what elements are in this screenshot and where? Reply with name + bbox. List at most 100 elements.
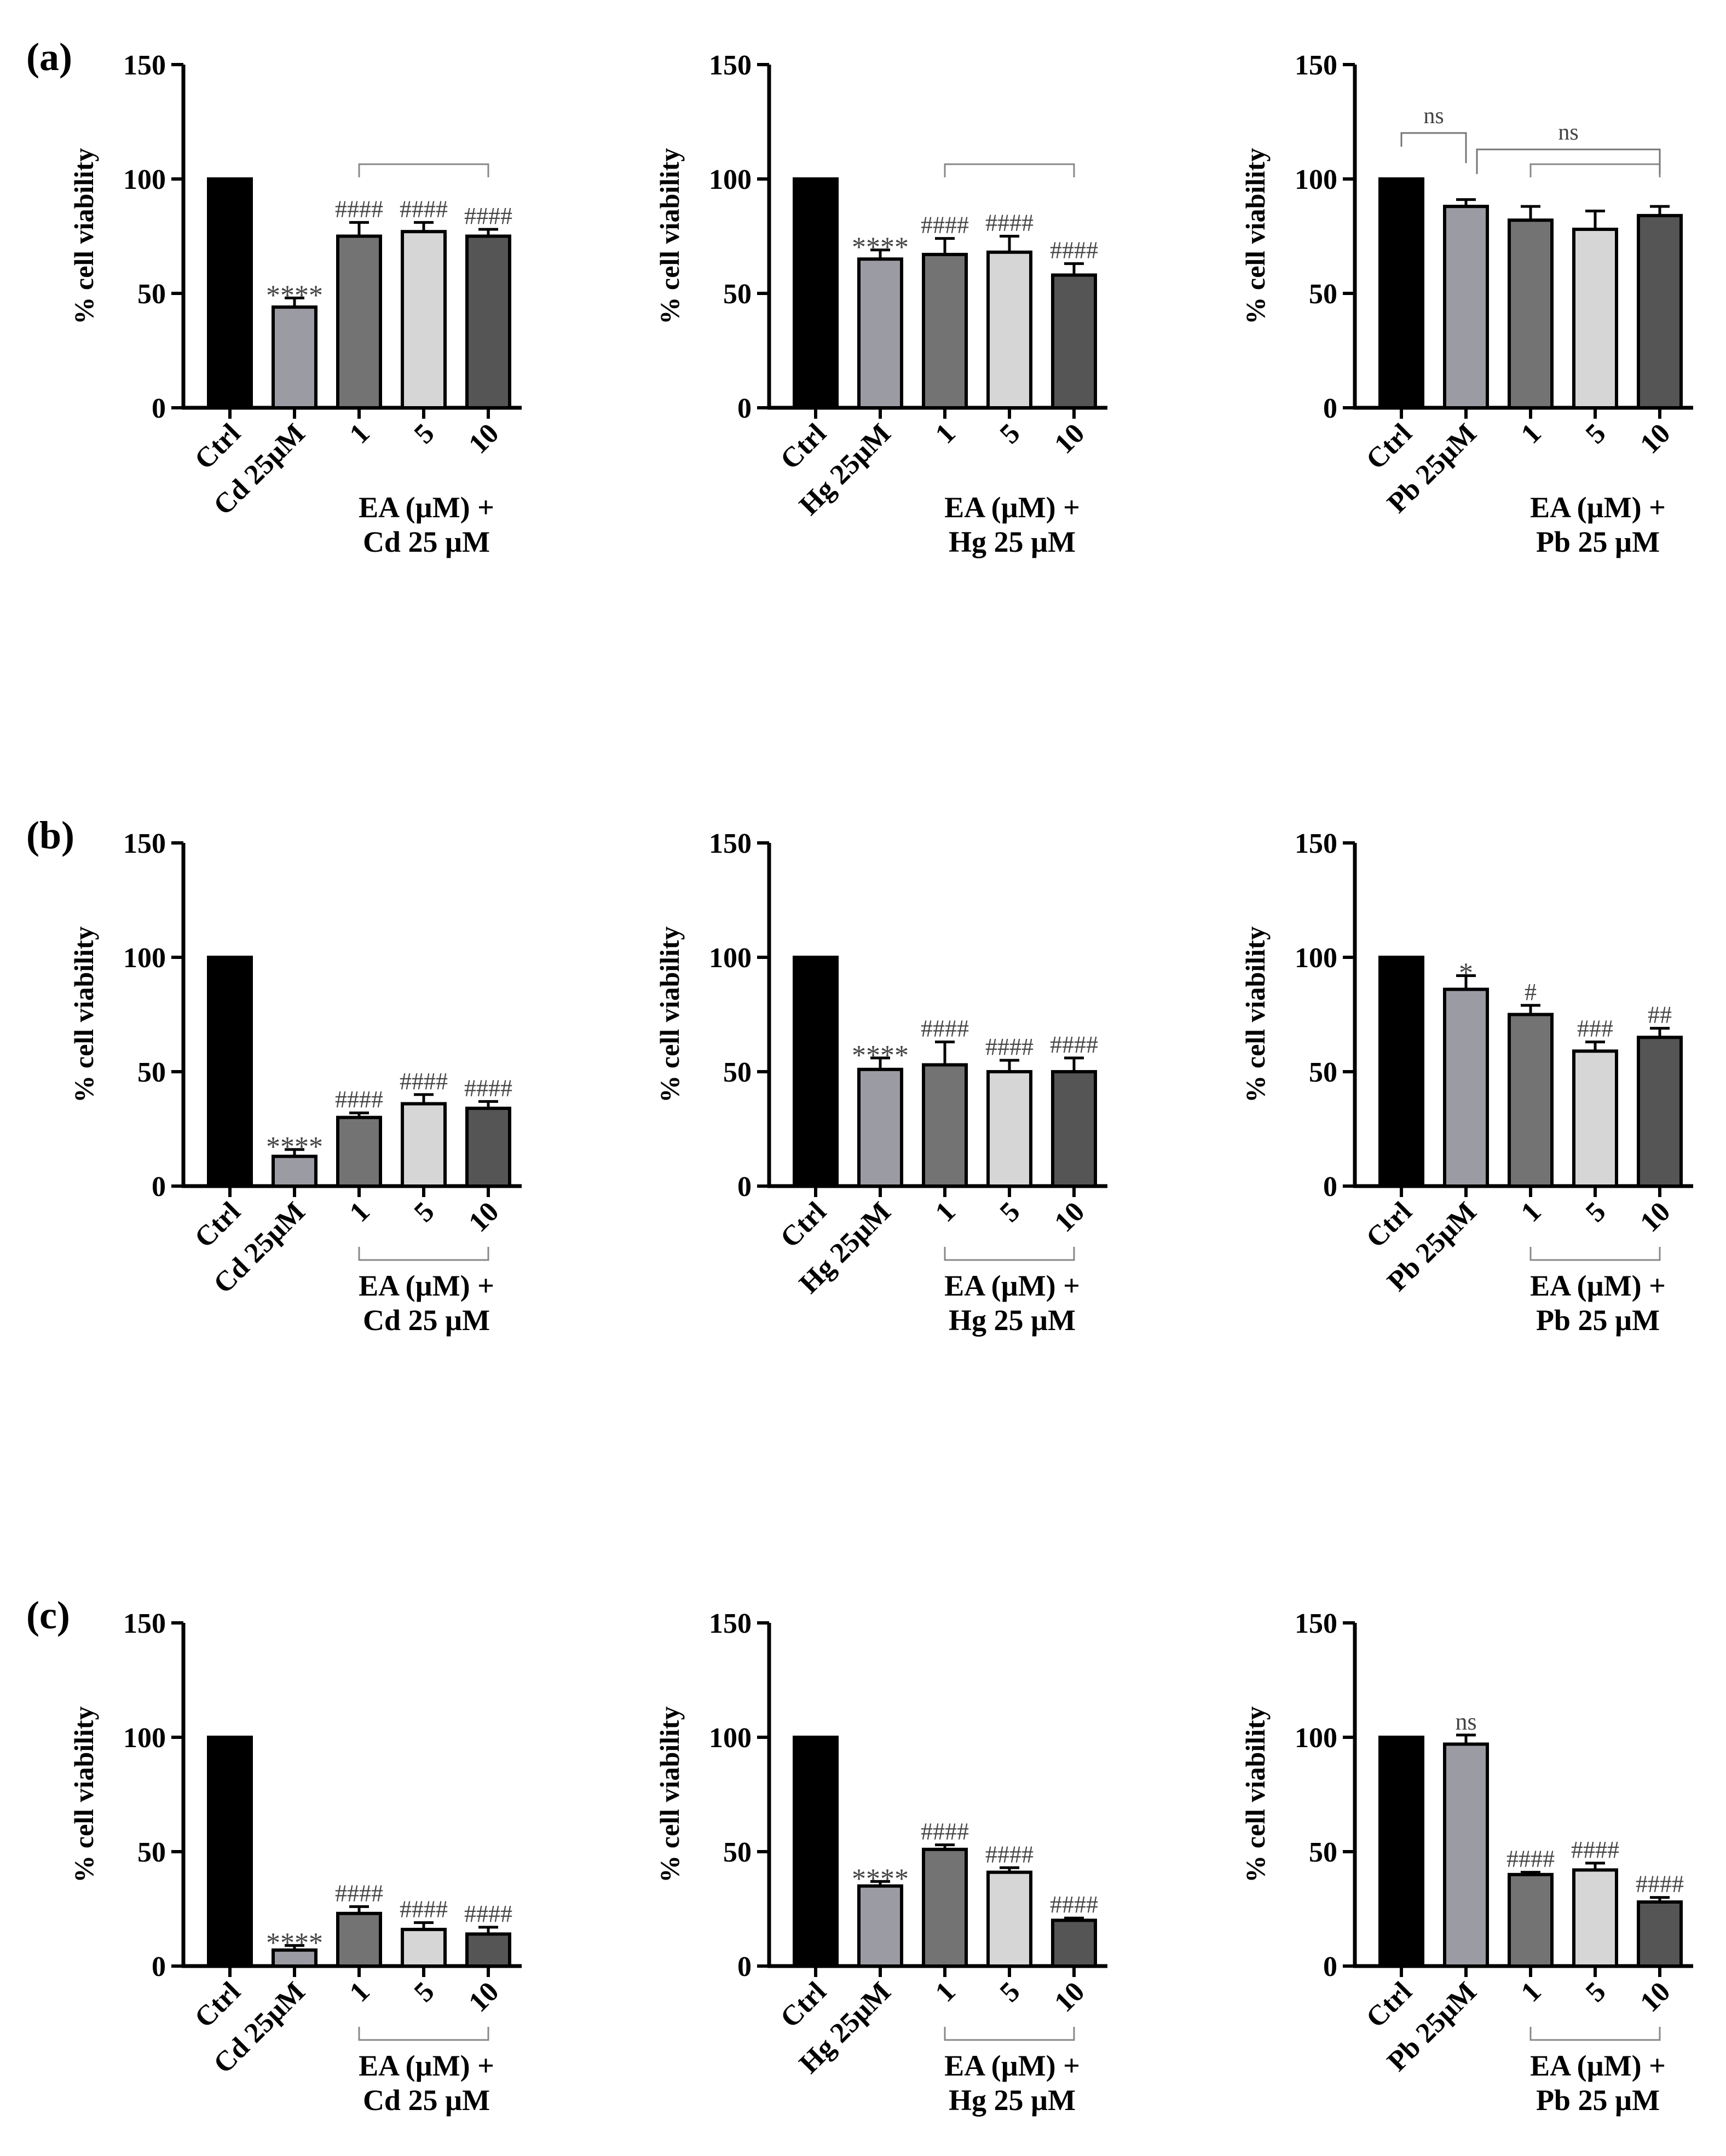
bar-5 (1572, 1049, 1618, 1188)
bar-Ctrl (207, 1736, 253, 1968)
y-tick-label: 150 (709, 1608, 752, 1639)
bar-1 (336, 234, 382, 409)
significance-label: #### (335, 1880, 383, 1906)
group-label-line2: Pb 25 µM (1536, 2084, 1660, 2117)
y-tick-label: 0 (737, 1171, 752, 1203)
y-tick-label: 100 (1295, 1723, 1337, 1754)
bar-5 (986, 1070, 1032, 1188)
group-bracket (358, 2027, 489, 2041)
y-tick-label: 50 (723, 279, 752, 310)
x-tick-label: Ctrl (1360, 418, 1418, 476)
x-tick-label: 10 (1634, 418, 1676, 460)
bar-Ctrl (207, 177, 253, 409)
group-bracket (944, 2027, 1075, 2041)
bar-5 (401, 1102, 447, 1188)
bar-5 (401, 1928, 447, 1968)
significance-label: #### (1506, 1846, 1555, 1872)
group-bracket (1529, 163, 1661, 177)
y-tick-label: 50 (137, 1837, 166, 1868)
bar-5 (1572, 227, 1618, 409)
x-tick-label: 1 (930, 1196, 962, 1228)
y-tick-label: 100 (123, 943, 166, 974)
group-bracket (1529, 1247, 1661, 1261)
x-tick-label: 5 (1580, 1976, 1612, 2008)
significance-label: #### (335, 1086, 383, 1113)
bar-1 (1508, 218, 1554, 409)
ns-bracket-2 (1476, 148, 1661, 174)
significance-label: #### (1571, 1836, 1619, 1863)
y-tick-label: 0 (152, 1951, 166, 1982)
group-bracket (358, 1247, 489, 1261)
x-tick-label: Ctrl (775, 418, 833, 476)
bar-Hg25M (857, 1067, 903, 1188)
bar-1 (1508, 1872, 1554, 1968)
bar-5 (986, 250, 1032, 409)
y-tick-label: 100 (123, 1723, 166, 1754)
x-tick-label: 10 (463, 418, 505, 460)
y-tick-label: 100 (123, 164, 166, 195)
group-label-line1: EA (µM) + (944, 1269, 1080, 1302)
group-label-line1: EA (µM) + (359, 491, 494, 524)
significance-label: * (1459, 957, 1473, 989)
y-tick-label: 100 (1295, 943, 1337, 974)
y-axis-label: % cell viability (68, 1706, 99, 1882)
bar-10 (465, 1932, 511, 1968)
bar-Ctrl (793, 177, 839, 409)
x-tick-label: 10 (463, 1196, 505, 1238)
x-tick-label: 1 (1515, 418, 1548, 450)
bar-1 (922, 1063, 968, 1188)
y-tick-label: 50 (137, 279, 166, 310)
y-tick-label: 0 (737, 1951, 752, 1982)
significance-label: #### (1636, 1871, 1684, 1898)
group-label-line1: EA (µM) + (359, 1269, 494, 1302)
group-label-line1: EA (µM) + (1530, 2049, 1666, 2082)
bar-5 (1572, 1868, 1618, 1968)
bar-10 (465, 1106, 511, 1188)
group-bracket (1529, 2027, 1661, 2041)
x-tick-label: 10 (1048, 1976, 1090, 2018)
y-tick-label: 150 (1295, 828, 1337, 859)
x-tick-label: 5 (994, 418, 1026, 450)
group-label-line2: Cd 25 µM (363, 525, 490, 558)
significance-label: #### (464, 203, 512, 229)
y-tick-label: 0 (152, 393, 166, 424)
significance-label: #### (1050, 1891, 1098, 1918)
row-label-2: (c) (26, 1593, 70, 1637)
x-tick-label: 10 (1634, 1196, 1676, 1238)
y-tick-label: 0 (737, 393, 752, 424)
bar-Pb25M (1443, 1742, 1489, 1968)
significance-label: #### (464, 1900, 512, 1927)
ns-label-2: ns (1558, 120, 1578, 145)
significance-label: #### (464, 1074, 512, 1101)
y-tick-label: 100 (709, 943, 752, 974)
y-tick-label: 100 (709, 164, 752, 195)
group-label-line1: EA (µM) + (944, 2049, 1080, 2082)
group-label-line2: Cd 25 µM (363, 1304, 490, 1337)
bar-Hg25M (857, 257, 903, 409)
group-label-line2: Pb 25 µM (1536, 1304, 1660, 1337)
x-tick-label: 10 (1048, 1196, 1090, 1238)
y-tick-label: 150 (1295, 1608, 1337, 1639)
group-bracket (944, 1247, 1075, 1261)
significance-label: ### (1577, 1015, 1613, 1042)
y-axis-label: % cell viability (654, 926, 685, 1102)
y-tick-label: 50 (1309, 279, 1337, 310)
significance-label: **** (852, 232, 909, 263)
bar-Pb25M (1443, 205, 1489, 409)
y-tick-label: 150 (709, 828, 752, 859)
bar-1 (922, 1847, 968, 1968)
significance-label: #### (921, 1015, 969, 1042)
significance-label: ns (1455, 1708, 1476, 1735)
bar-10 (465, 234, 511, 409)
bar-10 (1637, 1900, 1683, 1968)
y-tick-label: 150 (123, 50, 166, 81)
significance-label: **** (266, 1131, 323, 1163)
y-tick-label: 50 (723, 1057, 752, 1088)
x-tick-label: Ctrl (1360, 1196, 1418, 1254)
x-tick-label: 10 (1048, 418, 1090, 460)
